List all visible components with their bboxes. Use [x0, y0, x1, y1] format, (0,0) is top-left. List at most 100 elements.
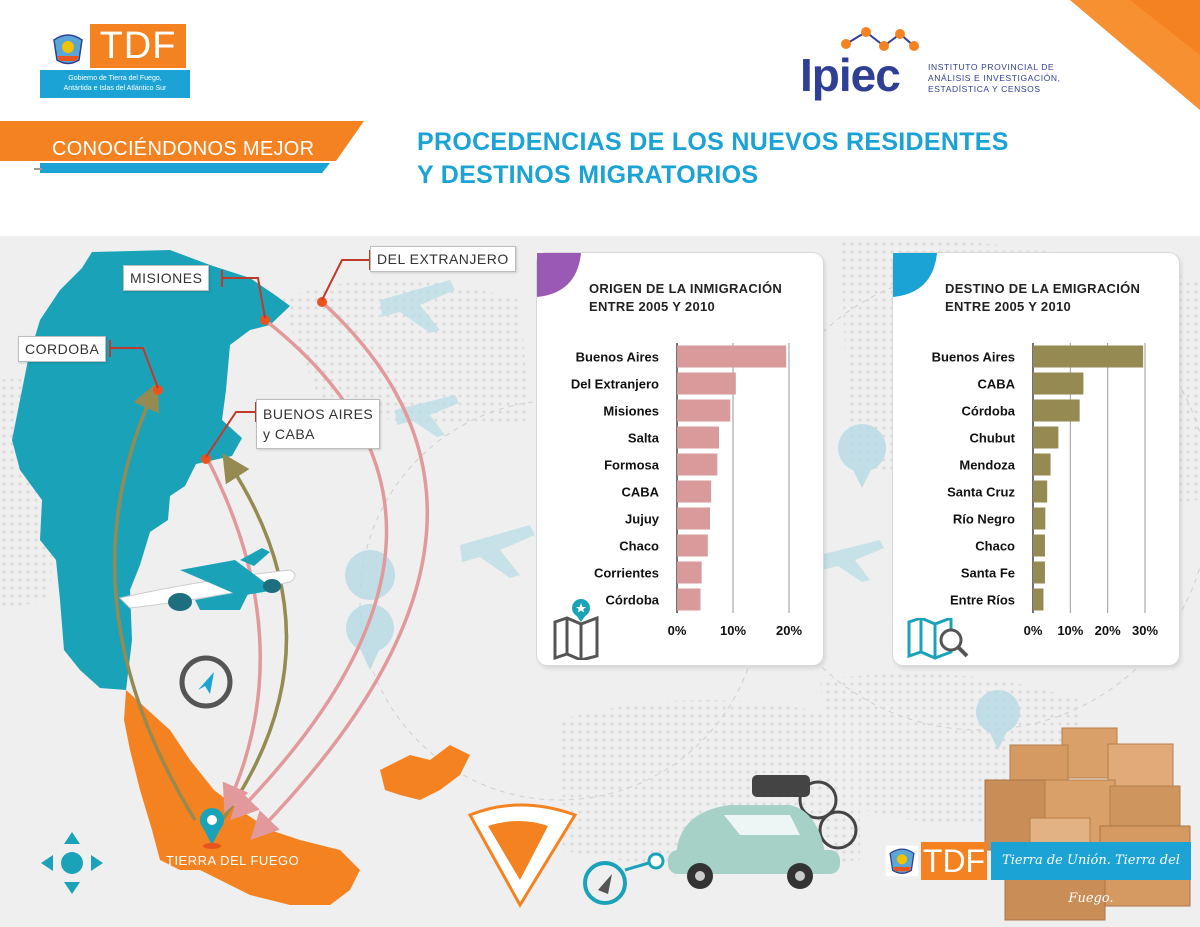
antarctic-fill [488, 821, 548, 880]
tdf-subtitle-line2: Antártida e Islas del Atlántico Sur [63, 85, 167, 92]
callout-bsas-line2: y CABA [263, 426, 316, 442]
callout-cordoba: CORDOBA [18, 336, 107, 362]
car-icon [668, 775, 858, 889]
category-label: CABA [621, 485, 659, 500]
category-label: Del Extranjero [571, 377, 659, 392]
immigration-title-line2: ENTRE 2005 Y 2010 [589, 299, 716, 314]
bar [677, 534, 708, 557]
molecule-icon [841, 27, 919, 51]
category-label: Santa Fe [961, 566, 1015, 581]
category-label: Corrientes [594, 566, 659, 581]
emigration-chart-title: DESTINO DE LA EMIGRACIÓN ENTRE 2005 Y 20… [945, 280, 1140, 316]
category-label: Chubut [970, 431, 1016, 446]
airplane-icon [119, 548, 296, 611]
bar [677, 399, 731, 422]
tdf-footer-brand: TDF Tierra de Unión. Tierra del Fuego. [885, 840, 1197, 906]
category-label: Jujuy [625, 512, 660, 527]
section-label: CONOCIÉNDONOS MEJOR [52, 138, 315, 160]
tdf-government-logo: TDF Gobierno de Tierra del Fuego, Antárt… [40, 24, 190, 99]
tdf-subtitle-line1: Gobierno de Tierra del Fuego, [68, 75, 162, 82]
bar [677, 480, 712, 503]
malvinas-shape [380, 745, 470, 800]
bar [677, 453, 718, 476]
category-label: CABA [977, 377, 1015, 392]
category-label: Chaco [619, 539, 659, 554]
tierra-del-fuego-shape [124, 690, 360, 905]
ghost-plane-icons [380, 280, 884, 582]
bar [677, 588, 701, 611]
immigration-chart-card: ORIGEN DE LA INMIGRACIÓN ENTRE 2005 Y 20… [537, 253, 823, 665]
page-title-line1: PROCEDENCIAS DE LOS NUEVOS RESIDENTES [417, 128, 1009, 156]
bar [1033, 345, 1144, 368]
destination-label: TIERRA DEL FUEGO [166, 853, 300, 868]
bar [1033, 372, 1084, 395]
arrow-tdf-to-bsas [213, 453, 289, 832]
bar [1033, 480, 1048, 503]
x-tick-label: 0% [1024, 623, 1043, 638]
arrow-tdf-to-cordoba [112, 382, 197, 821]
category-label: Formosa [604, 458, 660, 473]
emigration-title-line2: ENTRE 2005 Y 2010 [945, 299, 1072, 314]
emigration-title-line1: DESTINO DE LA EMIGRACIÓN [945, 281, 1141, 296]
page-title-line2: Y DESTINOS MIGRATORIOS [417, 161, 759, 189]
tdf-tagline: Tierra de Unión. Tierra del Fuego. [991, 842, 1191, 906]
map-star-icon [553, 599, 599, 660]
card-corner-accent [893, 253, 937, 297]
callout-buenos-aires: BUENOS AIRES y CABA [256, 399, 381, 449]
category-label: Chaco [975, 539, 1015, 554]
corner-decoration [1070, 0, 1200, 110]
map-search-icon [907, 618, 969, 660]
tdf-subtitle: Gobierno de Tierra del Fuego, Antártida … [40, 70, 190, 98]
ipiec-line2: ANÁLISIS E INVESTIGACIÓN, [928, 73, 1061, 83]
category-label: Mendoza [959, 458, 1015, 473]
compass-icon [179, 655, 233, 709]
ipiec-logo: Ipiec INSTITUTO PROVINCIAL DE ANÁLISIS E… [800, 26, 1070, 101]
ipiec-wordmark: Ipiec [800, 49, 901, 101]
pan-arrows-icon [41, 832, 103, 894]
category-label: Córdoba [606, 593, 660, 608]
x-tick-label: 0% [668, 623, 687, 638]
bar [677, 372, 736, 395]
x-tick-label: 10% [720, 623, 746, 638]
target-compass-icon [583, 852, 665, 905]
x-tick-label: 20% [776, 623, 802, 638]
callout-bsas-line1: BUENOS AIRES [263, 406, 374, 422]
bar [1033, 453, 1051, 476]
category-label: Córdoba [962, 404, 1016, 419]
arrow-misiones [230, 318, 389, 821]
immigration-bar-chart: 0% 10% 20% Buenos Aires Del Extranjero Mision… [571, 343, 802, 638]
bar [677, 507, 711, 530]
category-label: Salta [628, 431, 660, 446]
immigration-chart-title: ORIGEN DE LA INMIGRACIÓN ENTRE 2005 Y 20… [589, 280, 782, 316]
category-label: Santa Cruz [947, 485, 1015, 500]
section-band [0, 121, 364, 173]
ipiec-line3: ESTADÍSTICA Y CENSOS [928, 84, 1041, 94]
x-tick-label: 30% [1132, 623, 1158, 638]
x-tick-label: 10% [1057, 623, 1083, 638]
origin-points [109, 250, 371, 464]
bar [1033, 426, 1059, 449]
callout-misiones: MISIONES [123, 265, 210, 291]
immigration-title-line1: ORIGEN DE LA INMIGRACIÓN [589, 281, 783, 296]
bar [677, 345, 787, 368]
ipiec-line1: INSTITUTO PROVINCIAL DE [928, 62, 1055, 72]
crest-icon [49, 31, 87, 67]
tdf-brand: TDF [90, 24, 186, 68]
card-corner-accent [537, 253, 581, 297]
bar [1033, 507, 1046, 530]
bar [1033, 399, 1080, 422]
bar [677, 426, 719, 449]
category-label: Entre Ríos [950, 593, 1015, 608]
ipiec-description: INSTITUTO PROVINCIAL DE ANÁLISIS E INVES… [928, 62, 1061, 95]
bar [1033, 561, 1045, 584]
crest-icon [885, 845, 919, 877]
x-tick-label: 20% [1095, 623, 1121, 638]
category-label: Buenos Aires [932, 350, 1015, 365]
bar [1033, 588, 1044, 611]
arrow-extranjero [250, 300, 430, 841]
emigration-chart-card: DESTINO DE LA EMIGRACIÓN ENTRE 2005 Y 20… [893, 253, 1179, 665]
tdf-pin-icon [200, 808, 224, 849]
emigration-bar-chart: 0% 10% 20% 30% Buenos Aires CABA Córdoba Chubut… [932, 343, 1158, 638]
tdf-footer-brand-text: TDF [921, 842, 987, 880]
callout-extranjero: DEL EXTRANJERO [370, 246, 516, 272]
